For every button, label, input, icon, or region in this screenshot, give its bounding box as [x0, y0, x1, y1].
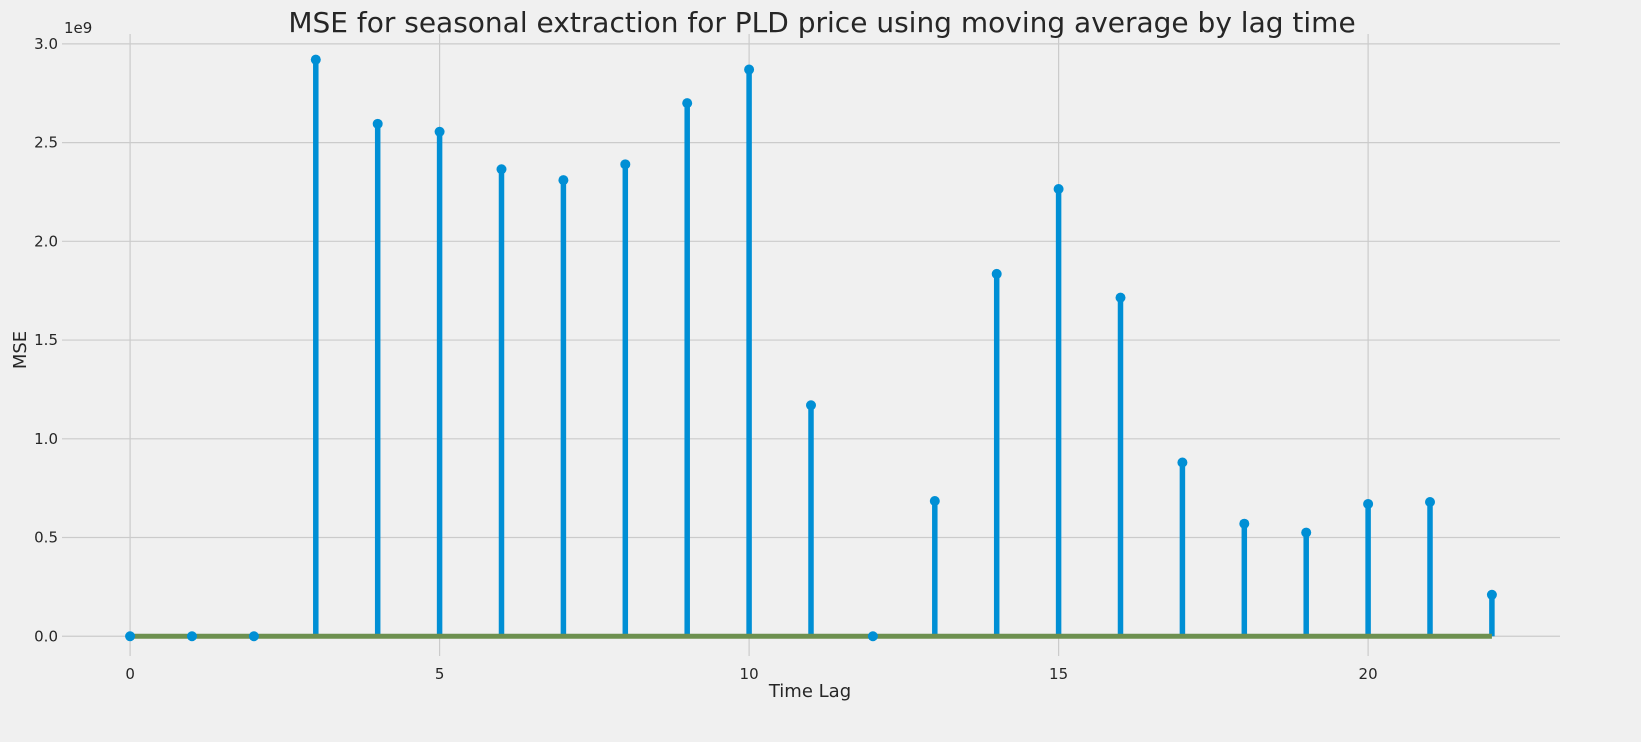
x-tick-label: 5 — [435, 665, 445, 683]
stem-marker — [125, 631, 136, 642]
stem-marker — [1301, 527, 1312, 538]
stem-marker — [1486, 589, 1497, 600]
chart-title: MSE for seasonal extraction for PLD pric… — [288, 6, 1355, 39]
stem-marker — [682, 98, 693, 109]
stem-marker — [1363, 498, 1374, 509]
stem-marker — [1177, 457, 1188, 468]
stem-marker — [806, 400, 816, 411]
stem-marker — [744, 64, 755, 75]
stem-marker — [991, 268, 1002, 279]
stem-marker — [1115, 292, 1126, 303]
x-tick-label: 15 — [1049, 665, 1068, 683]
y-tick-label: 0.0 — [34, 627, 58, 645]
y-tick-label: 1.0 — [34, 430, 58, 448]
stem-markers — [125, 54, 1497, 642]
stem-marker — [1239, 518, 1250, 529]
x-axis-label: Time Lag — [768, 681, 851, 702]
stem-marker — [186, 631, 197, 642]
stem-marker — [620, 159, 631, 170]
stem-marker — [248, 631, 259, 642]
stems — [313, 59, 1495, 637]
x-tick-label: 0 — [125, 665, 135, 683]
y-axis-label: MSE — [10, 331, 31, 369]
stem-marker — [310, 54, 321, 65]
x-tick-label: 10 — [740, 665, 759, 683]
y-tick-label: 1.5 — [34, 331, 58, 349]
stem-marker — [867, 631, 878, 642]
stem-marker — [558, 175, 569, 186]
stem-marker — [1053, 184, 1064, 195]
stem-marker — [372, 118, 383, 129]
stem-marker — [496, 164, 507, 175]
y-tick-label: 3.0 — [34, 35, 58, 53]
stem-marker — [434, 126, 445, 137]
x-tick-label: 20 — [1359, 665, 1378, 683]
y-tick-label: 0.5 — [34, 529, 58, 547]
y-offset-label: 1e9 — [64, 19, 92, 37]
stem-marker — [929, 495, 940, 506]
y-tick-label: 2.5 — [34, 134, 58, 152]
stem-marker — [1425, 496, 1436, 507]
y-tick-labels: 0.0 0.5 1.0 1.5 2.0 2.5 3.0 — [34, 35, 58, 645]
x-tick-labels: 0 5 10 15 20 — [125, 665, 1377, 683]
y-tick-label: 2.0 — [34, 232, 58, 250]
